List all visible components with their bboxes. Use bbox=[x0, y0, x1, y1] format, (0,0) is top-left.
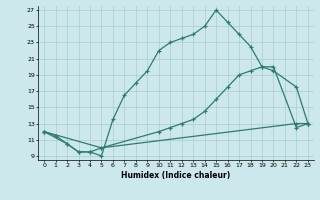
X-axis label: Humidex (Indice chaleur): Humidex (Indice chaleur) bbox=[121, 171, 231, 180]
